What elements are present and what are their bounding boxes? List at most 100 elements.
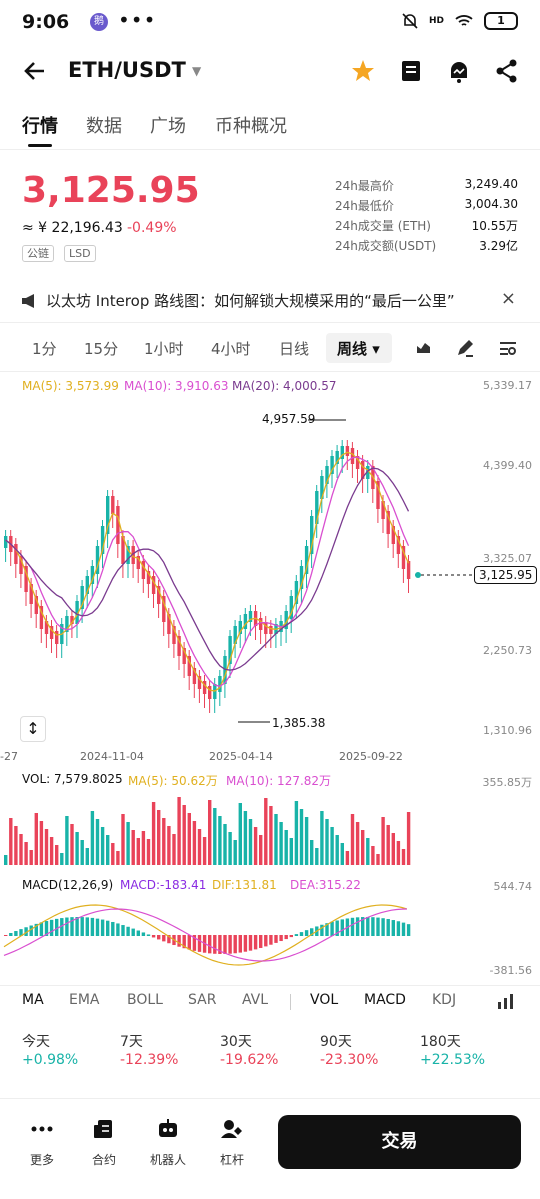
period-1h[interactable]: 1小时	[144, 340, 184, 358]
chevron-down-icon[interactable]: ▼	[192, 64, 202, 78]
volume-bar	[146, 839, 151, 865]
volume-bar	[355, 822, 360, 865]
volume-bar	[396, 841, 401, 865]
ind-boll[interactable]: BOLL	[127, 992, 163, 1008]
macd-bar	[406, 924, 411, 936]
tab-market[interactable]: 行情	[22, 116, 58, 137]
pair-title[interactable]: ETH/USDT	[68, 58, 186, 82]
volume-bar	[44, 829, 49, 865]
ind-sar[interactable]: SAR	[188, 992, 217, 1008]
volume-bar	[208, 800, 212, 865]
favorite-star-icon[interactable]	[350, 58, 376, 84]
back-arrow-icon[interactable]	[22, 58, 48, 84]
macd-bar	[126, 926, 130, 936]
divider	[290, 994, 291, 1010]
main-tabs: 行情 数据 广场 币种概况	[0, 106, 540, 150]
period-15m[interactable]: 15分	[84, 340, 119, 358]
ind-avl[interactable]: AVL	[242, 992, 269, 1008]
volume-bar	[197, 829, 202, 865]
volume-bar	[49, 837, 54, 865]
close-icon[interactable]: ×	[500, 288, 516, 309]
tab-square[interactable]: 广场	[150, 116, 186, 137]
volume-bar	[299, 809, 304, 865]
tab-coin-overview[interactable]: 币种概况	[215, 116, 287, 137]
ind-ema[interactable]: EMA	[69, 992, 100, 1008]
dea-value: DEA:315.22	[290, 878, 361, 892]
chart-type-icon[interactable]	[414, 338, 434, 358]
tag-public-chain[interactable]: 公链	[22, 245, 54, 262]
draw-pen-icon[interactable]	[455, 338, 475, 358]
macd-bar	[106, 920, 110, 936]
candle	[355, 456, 360, 469]
margin-button[interactable]: 杠杆	[210, 1119, 254, 1168]
trade-button[interactable]: 交易	[278, 1115, 521, 1169]
volume-bar	[366, 838, 370, 865]
candle	[259, 618, 263, 630]
volume-bar	[136, 838, 140, 865]
macd-bar	[284, 935, 288, 940]
x-tick-2: 2024-11-04	[80, 750, 144, 763]
news-notice[interactable]: 以太坊 Interop 路线图：如何解锁大规模采用的“最后一公里” ×	[0, 284, 540, 318]
macd-bar	[49, 919, 54, 936]
volume-bar	[80, 840, 84, 865]
volume-bar	[29, 850, 33, 865]
expand-vertical-icon[interactable]: ↕	[20, 716, 46, 742]
period-4h[interactable]: 4小时	[211, 340, 251, 358]
price-alert-bell-icon[interactable]	[446, 58, 472, 84]
last-price-dot	[415, 572, 421, 578]
volume-bar	[4, 855, 8, 865]
volume-bar	[75, 832, 79, 865]
wifi-icon	[455, 15, 473, 26]
volume-bar	[243, 811, 248, 865]
y-tick-2: 4,399.40	[483, 459, 532, 472]
share-icon[interactable]	[494, 58, 520, 84]
chart-settings-icon[interactable]	[498, 338, 518, 358]
volume-bar	[279, 822, 283, 865]
volume-bar	[60, 853, 64, 865]
notice-text[interactable]: 以太坊 Interop 路线图：如何解锁大规模采用的“最后一公里”	[46, 292, 455, 310]
candle	[340, 446, 344, 459]
more-button[interactable]: 更多	[20, 1119, 64, 1168]
candle	[264, 622, 268, 634]
perf-30d-value: -19.62%	[220, 1052, 279, 1068]
last-price-tag: 3,125.95	[474, 566, 538, 584]
stat-volume-label: 24h成交量 (ETH)	[335, 219, 431, 233]
candle	[106, 496, 110, 534]
indicator-settings-icon[interactable]	[496, 992, 516, 1010]
volume-bar	[187, 813, 191, 865]
macd-bar	[182, 935, 186, 949]
period-1d[interactable]: 日线	[279, 340, 310, 358]
volume-bar	[213, 808, 217, 865]
futures-button[interactable]: 合约	[82, 1119, 126, 1168]
x-tick-3: 2025-04-14	[209, 750, 273, 763]
period-1m[interactable]: 1分	[32, 340, 57, 358]
ind-kdj[interactable]: KDJ	[432, 992, 457, 1008]
macd-bar	[24, 927, 28, 936]
volume-bar	[202, 837, 207, 865]
macd-bar	[330, 921, 334, 936]
candle	[100, 526, 105, 554]
ind-ma[interactable]: MA	[22, 992, 44, 1008]
candle	[177, 636, 181, 656]
ind-vol[interactable]: VOL	[310, 992, 339, 1008]
tab-data[interactable]: 数据	[86, 116, 122, 137]
news-icon[interactable]	[398, 58, 424, 84]
volume-bar	[350, 814, 355, 865]
status-time: 9:06	[22, 11, 70, 33]
macd-bar	[208, 935, 212, 954]
volume-bar	[228, 832, 232, 865]
tag-lsd[interactable]: LSD	[64, 245, 96, 262]
period-1w[interactable]: 周线 ▾	[337, 340, 380, 358]
candle	[121, 536, 125, 564]
candlestick-chart[interactable]	[0, 390, 540, 745]
volume-bar	[24, 842, 28, 865]
ind-macd[interactable]: MACD	[364, 992, 406, 1008]
candle	[34, 596, 38, 614]
macd-bar	[310, 928, 314, 936]
macd-bar	[39, 922, 44, 936]
candle	[304, 546, 309, 574]
bot-button[interactable]: 机器人	[146, 1119, 190, 1168]
macd-bar	[253, 935, 258, 950]
volume-bar	[177, 797, 181, 865]
candle	[197, 676, 202, 689]
